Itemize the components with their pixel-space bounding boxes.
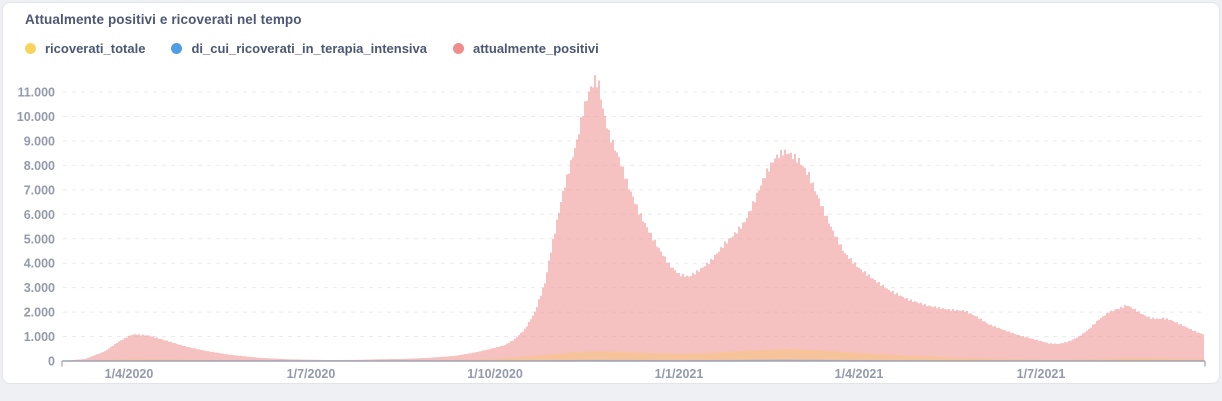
y-axis-labels: 0 1.000 2.000 3.000 4.000 5.000 6.000 7.000 8.00… [17,86,55,369]
legend-label: di_cui_ricoverati_in_terapia_intensiva [191,41,427,56]
svg-text:4.000: 4.000 [24,257,55,271]
chart-legend: ricoverati_totale di_cui_ricoverati_in_t… [25,41,599,56]
legend-label: attualmente_positivi [473,41,599,56]
svg-text:2.000: 2.000 [24,306,55,320]
svg-text:1/1/2021: 1/1/2021 [655,367,704,381]
legend-item-ricoverati-totale[interactable]: ricoverati_totale [25,41,145,56]
legend-dot-red-icon [453,43,464,54]
svg-text:1/7/2020: 1/7/2020 [287,367,336,381]
svg-text:9.000: 9.000 [24,134,55,148]
svg-text:1.000: 1.000 [24,330,55,344]
svg-text:1/10/2020: 1/10/2020 [467,367,523,381]
x-axis-labels: 1/4/2020 1/7/2020 1/10/2020 1/1/2021 1/4/202… [105,367,1066,381]
svg-text:0: 0 [48,355,55,369]
chart-title: Attualmente positivi e ricoverati nel te… [25,12,302,27]
legend-item-attualmente-positivi[interactable]: attualmente_positivi [453,41,599,56]
y-gridlines [63,91,1205,338]
legend-dot-blue-icon [171,43,183,54]
svg-text:7.000: 7.000 [24,183,55,197]
x-axis-line [61,360,1206,367]
legend-dot-yellow-icon [25,43,36,54]
legend-label: ricoverati_totale [45,41,146,56]
series-bars-attualmente_positivi[interactable] [62,75,1204,362]
svg-text:5.000: 5.000 [24,232,55,246]
svg-text:11.000: 11.000 [17,86,55,100]
svg-text:10.000: 10.000 [17,110,55,124]
svg-text:1/4/2020: 1/4/2020 [105,367,154,381]
svg-text:6.000: 6.000 [24,208,55,222]
legend-item-terapia-intensiva[interactable]: di_cui_ricoverati_in_terapia_intensiva [171,41,427,56]
svg-text:1/4/2021: 1/4/2021 [835,367,884,381]
svg-text:8.000: 8.000 [24,159,55,173]
svg-text:1/7/2021: 1/7/2021 [1017,367,1066,381]
svg-text:3.000: 3.000 [24,281,55,295]
